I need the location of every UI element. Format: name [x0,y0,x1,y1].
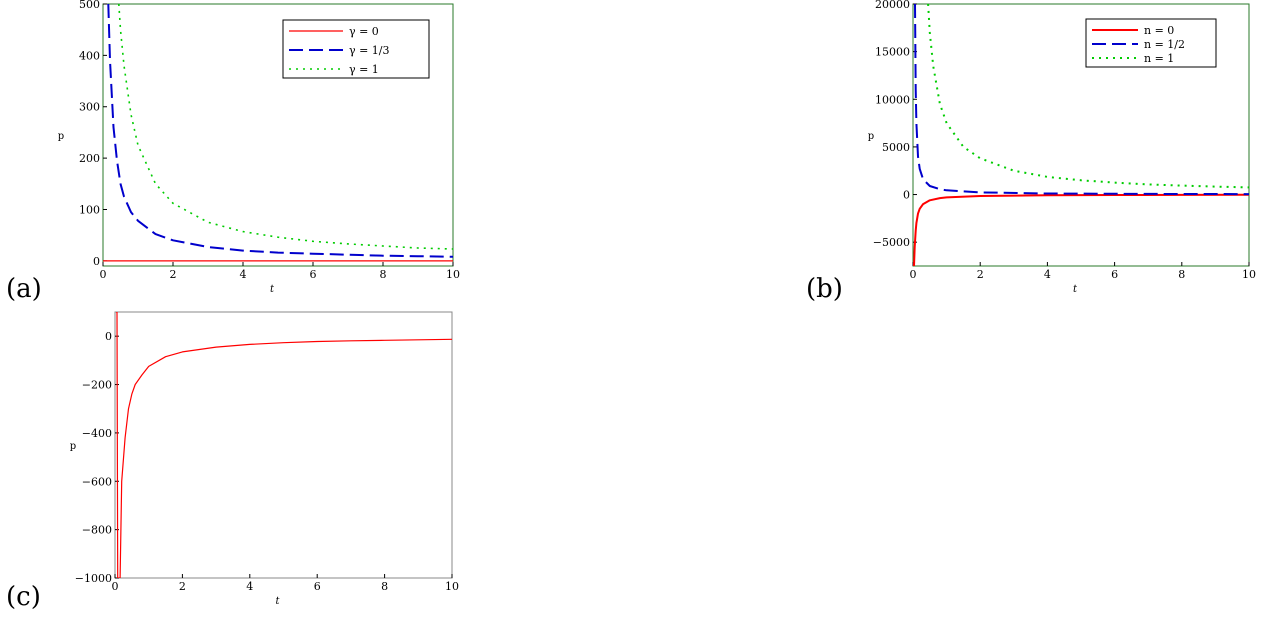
y-tick-label: 0 [105,330,112,343]
x-tick-label: 2 [179,580,186,593]
plot-frame [912,3,1250,267]
y-tick-label: 300 [79,101,100,114]
series-line-0 [913,193,1249,266]
y-tick-label: 100 [79,203,100,216]
x-axis-label: t [1073,284,1078,295]
y-tick-label: −600 [82,475,112,488]
legend-entry-1: n = 1/2 [1144,38,1185,51]
y-tick-label: 10000 [875,93,910,106]
y-axis-label: p [70,441,76,452]
series-group [913,4,1249,266]
x-tick-label: 6 [1111,268,1118,281]
panel-label-a: (a) [6,274,42,304]
y-tick-label: −400 [82,427,112,440]
y-tick-label: 200 [79,152,100,165]
x-tick-label: 8 [380,268,387,281]
plot-frame [102,3,454,267]
series-line-0 [116,312,452,578]
x-tick-label: 10 [446,268,460,281]
x-tick-label: 4 [240,268,247,281]
y-axis-label: p [58,131,64,142]
x-tick-label: 4 [1044,268,1051,281]
series-line-2 [118,4,453,250]
y-tick-label: −200 [82,379,112,392]
x-axis-label: t [275,596,280,607]
x-tick-label: 0 [910,268,917,281]
x-tick-label: 6 [314,580,321,593]
y-tick-label: 400 [79,49,100,62]
legend-entry-0: γ = 0 [349,25,379,38]
x-axis-label: t [270,284,275,295]
x-tick-label: 0 [100,268,107,281]
y-tick-label: 0 [93,255,100,268]
panel-label-c: (c) [6,582,41,612]
legend-entry-2: γ = 1 [349,63,379,76]
x-tick-label: 4 [246,580,253,593]
y-tick-label: −1000 [75,572,112,585]
x-tick-label: 8 [381,580,388,593]
panel-label-b: (b) [806,274,843,304]
x-tick-label: 6 [310,268,317,281]
series-line-1 [107,4,453,258]
plot-frame [114,311,453,579]
y-tick-label: 0 [903,189,910,202]
series-group [116,312,452,578]
y-tick-label: 5000 [882,141,910,154]
y-tick-label: −800 [82,524,112,537]
x-tick-label: 8 [1178,268,1185,281]
x-tick-label: 2 [170,268,177,281]
series-line-1 [914,4,1249,196]
y-tick-label: 15000 [875,46,910,59]
y-tick-label: 20000 [875,0,910,11]
legend-box [282,19,430,79]
x-tick-label: 2 [977,268,984,281]
y-axis-label: p [868,131,874,142]
legend-entry-1: γ = 1/3 [349,44,390,57]
y-tick-label: −5000 [873,236,910,249]
series-group [103,4,453,262]
legend-entry-0: n = 0 [1144,24,1174,37]
x-tick-label: 10 [1242,268,1256,281]
x-tick-label: 10 [445,580,459,593]
y-tick-label: 500 [79,0,100,11]
legend-entry-2: n = 1 [1144,52,1174,65]
x-tick-label: 0 [112,580,119,593]
